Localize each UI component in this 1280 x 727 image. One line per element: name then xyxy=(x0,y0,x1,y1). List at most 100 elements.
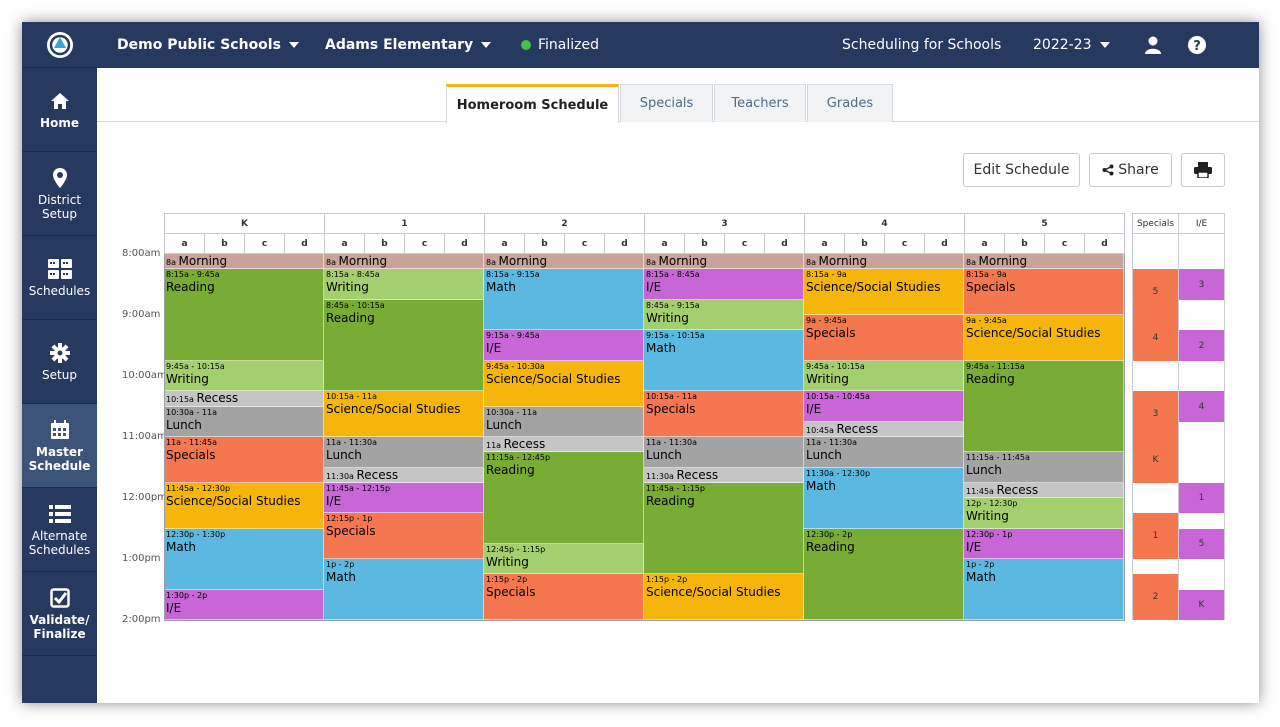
sidebar-item-setup[interactable]: Setup xyxy=(22,320,97,404)
tab-homeroom-schedule[interactable]: Homeroom Schedule xyxy=(446,84,619,123)
sidebar-item-home[interactable]: Home xyxy=(22,68,97,152)
schedule-block[interactable]: 9:15a - 9:45a I/E xyxy=(484,330,644,361)
schedule-block[interactable]: 8:15a - 9:45a Reading xyxy=(164,269,324,361)
tab-grades[interactable]: Grades xyxy=(807,84,893,122)
schedule-block[interactable]: 9:15a - 10:15a Math xyxy=(644,330,804,392)
school-name: Adams Elementary xyxy=(325,37,474,53)
schedule-block[interactable]: 8:15a - 8:45a Writing xyxy=(324,269,484,300)
schedule-block[interactable]: 11:15a - 11:45a Lunch xyxy=(964,452,1124,483)
schedule-block[interactable]: 10:15a - 10:45a I/E xyxy=(804,391,964,422)
schedule-block[interactable]: 11a Recess xyxy=(484,437,644,453)
schedule-block[interactable]: 11:15a - 12:45p Reading xyxy=(484,452,644,544)
section-header: d xyxy=(284,233,325,254)
school-selector[interactable]: Adams Elementary xyxy=(325,22,492,68)
schedule-block[interactable]: 11a - 11:30a Lunch xyxy=(804,437,964,468)
schedule-block[interactable]: 10:15a - 11a Science/Social Studies xyxy=(324,391,484,437)
schedule-block[interactable]: 11a - 11:45a Specials xyxy=(164,437,324,483)
schedule-block[interactable]: 9:45a - 10:15a Writing xyxy=(164,360,324,392)
tab-specials[interactable]: Specials xyxy=(620,84,713,122)
sidebar-item-master-schedule[interactable]: Master Schedule xyxy=(22,404,97,488)
year-selector[interactable]: 2022-23 xyxy=(1033,22,1110,68)
schedule-block[interactable]: 1p - 2p Math xyxy=(324,559,484,620)
sidebar-item-district-setup[interactable]: District Setup xyxy=(22,152,97,236)
schedule-block[interactable]: 10:15a - 11a Specials xyxy=(644,391,804,437)
sidebar-item-alternate-schedules[interactable]: Alternate Schedules xyxy=(22,488,97,572)
share-button[interactable]: Share xyxy=(1089,153,1172,187)
schedule-block[interactable]: 8a Morning xyxy=(804,254,964,270)
schedule-block[interactable]: 8:45a - 9:15a Writing xyxy=(644,299,804,331)
schedule-block[interactable]: 9:45a - 10:30a Science/Social Studies xyxy=(484,360,644,407)
schedule-block[interactable]: 12:15p - 1p Specials xyxy=(324,513,484,559)
ie-slot[interactable]: 2 xyxy=(1179,330,1224,361)
schedule-block[interactable]: 1:15p - 2p Specials xyxy=(484,574,644,620)
schedule-block[interactable]: 9:45a - 11:15a Reading xyxy=(964,360,1124,453)
schedule-block[interactable]: 11:45a Recess xyxy=(964,482,1124,498)
schedule-block[interactable]: 8:15a - 8:45a I/E xyxy=(644,269,804,300)
chevron-down-icon xyxy=(481,42,492,48)
schedule-block[interactable]: 11:45a - 12:15p I/E xyxy=(324,482,484,514)
schedule-block[interactable]: 9:45a - 10:15a Writing xyxy=(804,360,964,392)
ie-slot[interactable]: 1 xyxy=(1179,482,1224,514)
ie-slot[interactable]: 4 xyxy=(1179,391,1224,422)
block-subject: Specials xyxy=(646,402,696,417)
tab-teachers[interactable]: Teachers xyxy=(714,84,806,122)
ie-slot[interactable]: 3 xyxy=(1179,269,1224,300)
schedule-block[interactable]: 9a - 9:45a Science/Social Studies xyxy=(964,315,1124,361)
app-logo[interactable] xyxy=(22,22,97,68)
specials-slot[interactable]: 5 xyxy=(1133,269,1178,315)
block-subject: I/E xyxy=(806,402,822,417)
schedule-block[interactable]: 12:30p - 2p Reading xyxy=(804,528,964,620)
ie-slot[interactable]: K xyxy=(1179,589,1224,620)
specials-slot[interactable]: 3 xyxy=(1133,391,1178,437)
schedule-block[interactable]: 12p - 12:30p Writing xyxy=(964,498,1124,529)
schedule-block[interactable]: 11:30a Recess xyxy=(324,467,484,483)
section-header: c xyxy=(1044,233,1085,254)
schedule-block[interactable]: 11:30a Recess xyxy=(644,467,804,483)
schedule-block[interactable]: 10:30a - 11a Lunch xyxy=(164,406,324,437)
schedule-block[interactable]: 8a Morning xyxy=(164,254,324,270)
specials-slot[interactable]: 2 xyxy=(1133,574,1178,620)
block-time: 8:15a - 8:45a xyxy=(326,270,380,280)
block-time: 8:15a - 9a xyxy=(966,270,1007,280)
ie-slot[interactable]: 5 xyxy=(1179,528,1224,559)
sidebar-item-validate-finalize[interactable]: Validate/ Finalize xyxy=(22,572,97,656)
schedule-block[interactable]: 11:45a - 12:30p Science/Social Studies xyxy=(164,482,324,529)
schedule-block[interactable]: 8:15a - 9a Specials xyxy=(964,269,1124,315)
specials-slot[interactable]: 1 xyxy=(1133,513,1178,559)
schedule-block[interactable]: 1:15p - 2p Science/Social Studies xyxy=(644,574,804,620)
schedule-block[interactable]: 1p - 2p Math xyxy=(964,559,1124,620)
schedule-block[interactable]: 8a Morning xyxy=(644,254,804,270)
help-icon[interactable]: ? xyxy=(1187,22,1207,68)
schedule-block[interactable]: 8:15a - 9:15a Math xyxy=(484,269,644,331)
schedule-block[interactable]: 8:15a - 9a Science/Social Studies xyxy=(804,269,964,315)
schedule-block[interactable]: 8:45a - 10:15a Reading xyxy=(324,299,484,392)
edit-schedule-button[interactable]: Edit Schedule xyxy=(963,153,1080,187)
schedule-block[interactable]: 9a - 9:45a Specials xyxy=(804,315,964,361)
print-button[interactable] xyxy=(1181,153,1225,187)
specials-slot[interactable]: K xyxy=(1133,437,1178,483)
block-time: 11:45a - 12:30p xyxy=(166,483,231,493)
schedule-block[interactable]: 10:45a Recess xyxy=(804,421,964,437)
schedule-block[interactable]: 12:30p - 1p I/E xyxy=(964,528,1124,559)
block-time: 10:45a xyxy=(806,425,837,435)
block-time: 9:15a - 10:15a xyxy=(646,331,705,341)
schedule-block[interactable]: 11a - 11:30a Lunch xyxy=(644,437,804,468)
schedule-block[interactable]: 11:30a - 12:30p Math xyxy=(804,467,964,529)
schedule-block[interactable]: 12:30p - 1:30p Math xyxy=(164,528,324,590)
schedule-block[interactable]: 11:45a - 1:15p Reading xyxy=(644,482,804,575)
sidebar-item-schedules[interactable]: Schedules xyxy=(22,236,97,320)
schedule-block[interactable]: 10:15a Recess xyxy=(164,391,324,407)
specials-slot[interactable]: 4 xyxy=(1133,315,1178,361)
grade-header: 5 xyxy=(964,213,1125,234)
schedule-block[interactable]: 10:30a - 11a Lunch xyxy=(484,406,644,437)
user-icon[interactable] xyxy=(1145,22,1161,68)
schedule-block[interactable]: 8a Morning xyxy=(324,254,484,270)
schedule-block[interactable]: 8a Morning xyxy=(964,254,1124,270)
schedule-block[interactable]: 12:45p - 1:15p Writing xyxy=(484,543,644,575)
share-label: Share xyxy=(1118,162,1159,178)
district-selector[interactable]: Demo Public Schools xyxy=(117,22,299,68)
schedule-block[interactable]: 8a Morning xyxy=(484,254,644,270)
block-subject: Reading xyxy=(806,539,855,554)
schedule-block[interactable]: 11a - 11:30a Lunch xyxy=(324,437,484,468)
schedule-block[interactable]: 1:30p - 2p I/E xyxy=(164,589,324,620)
